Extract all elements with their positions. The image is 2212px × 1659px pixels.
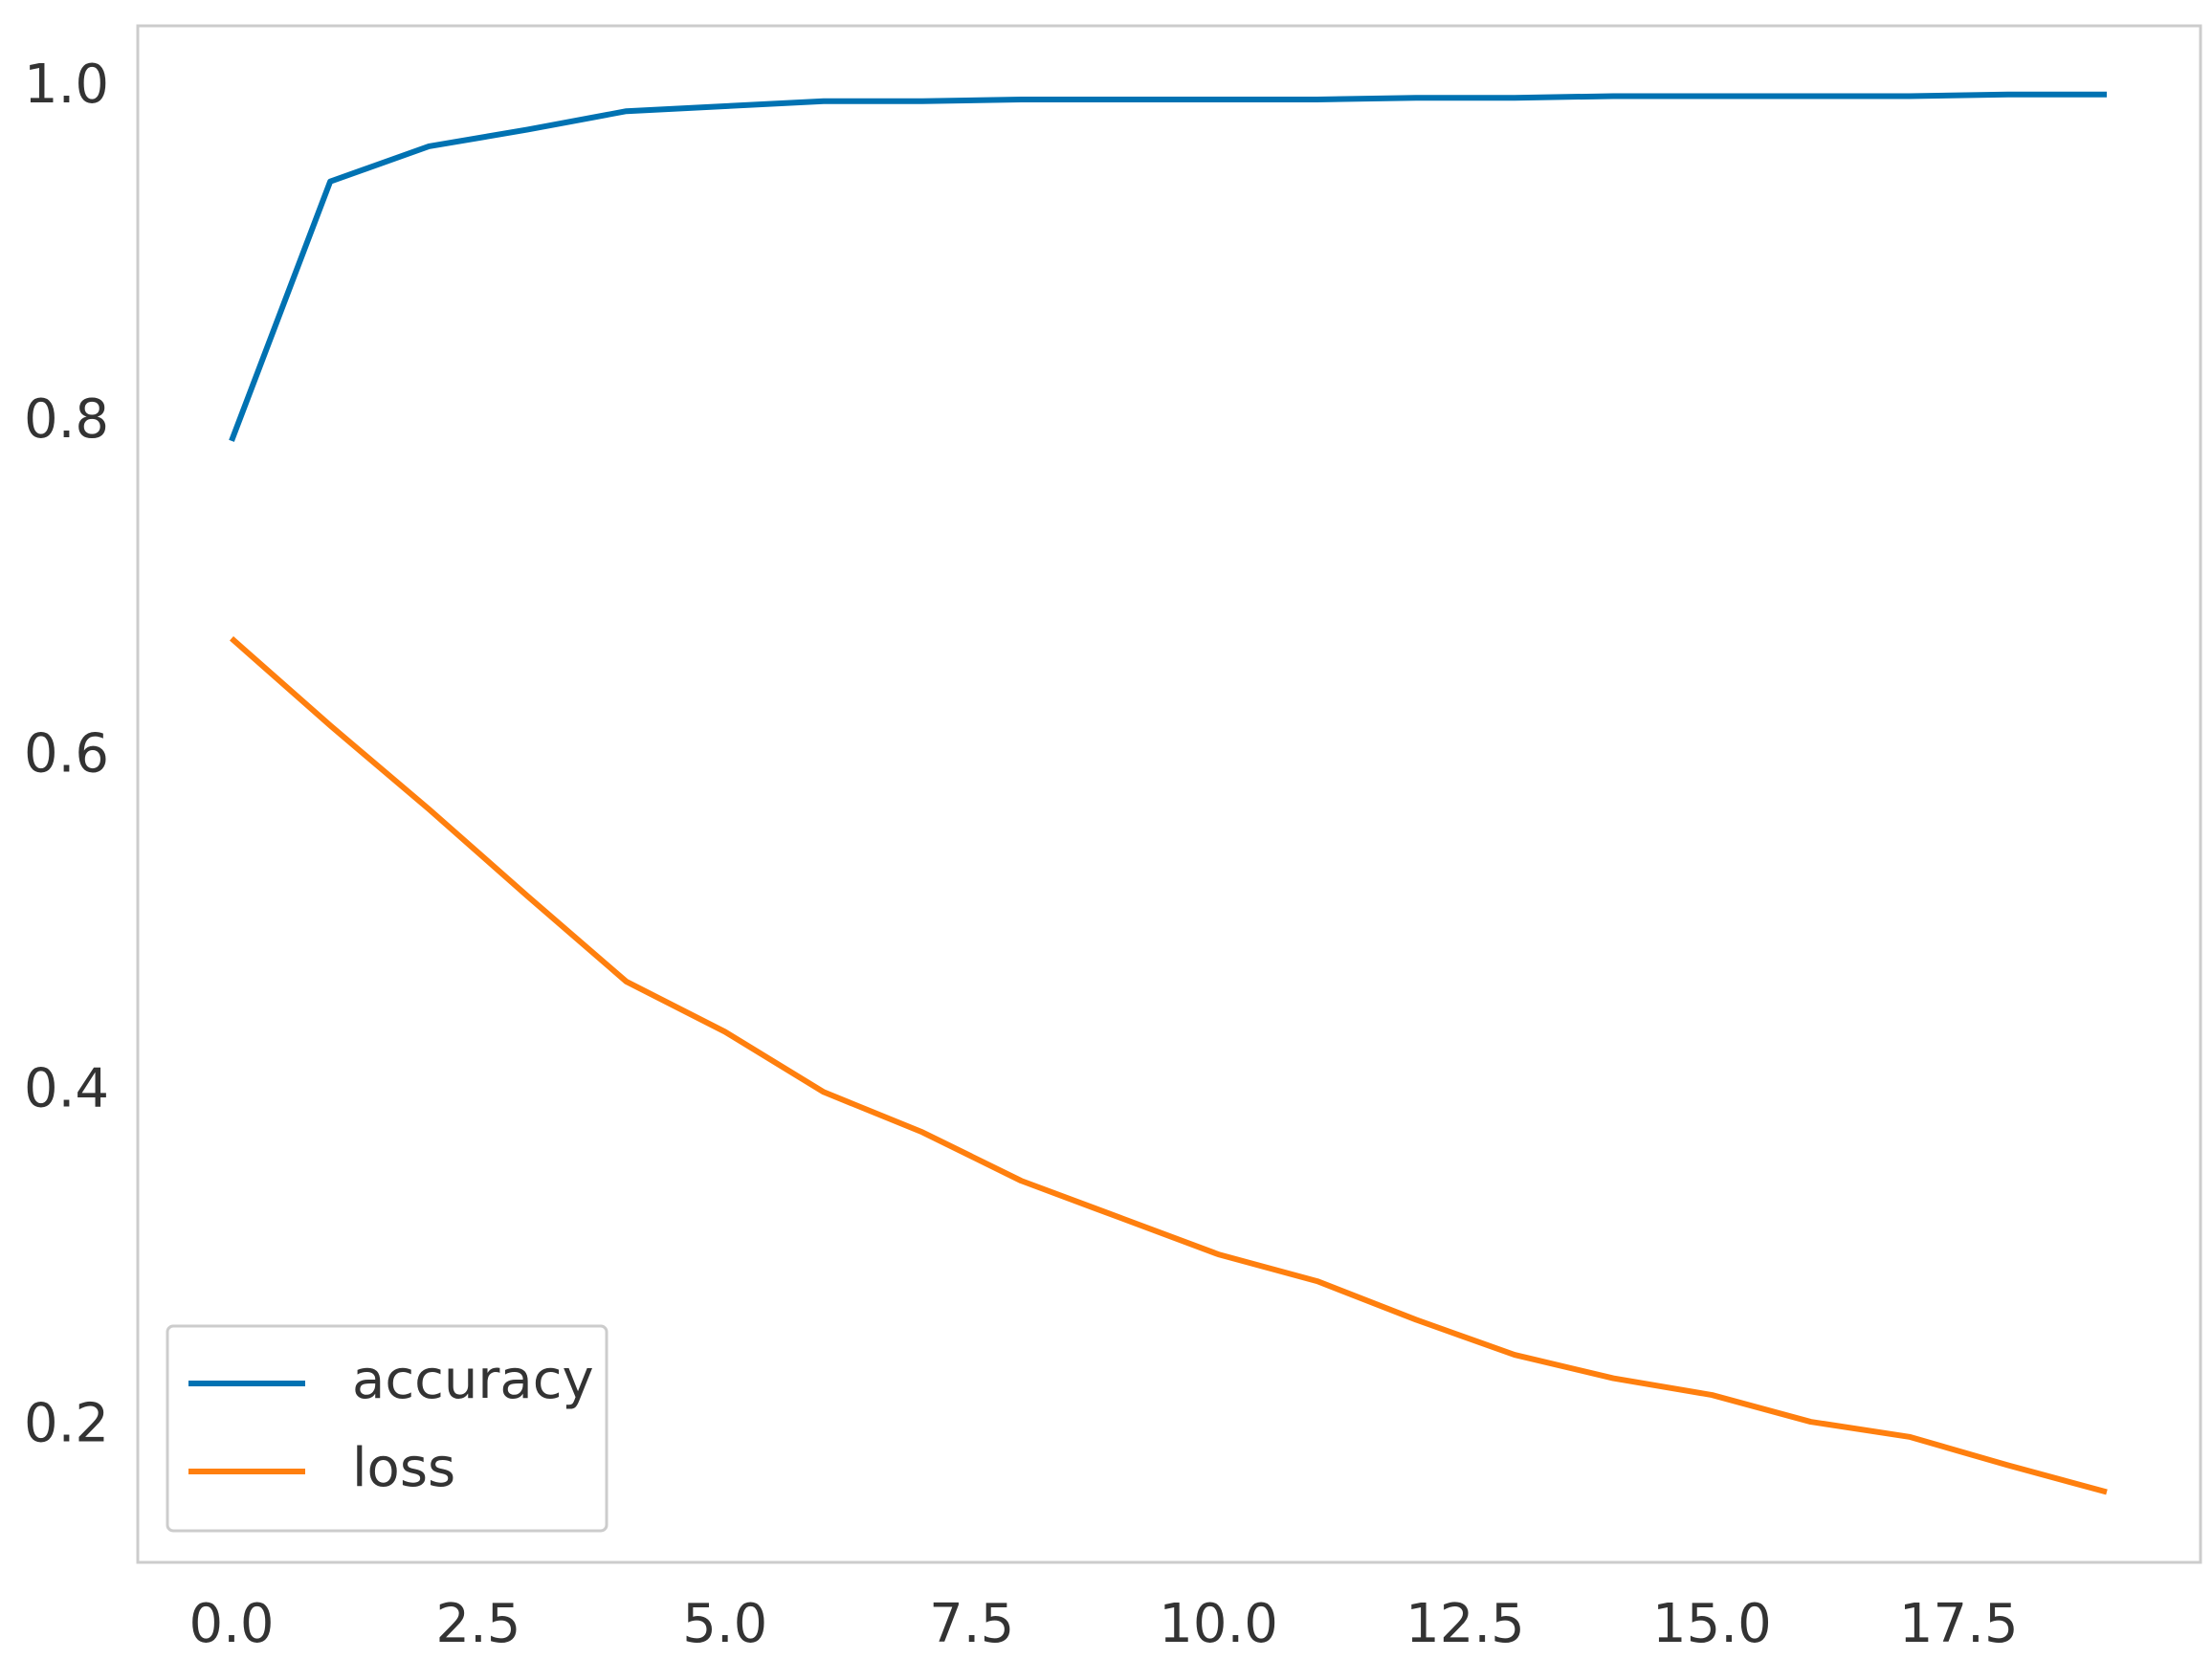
x-tick-label: 17.5 [1899, 1593, 2019, 1655]
legend-box [166, 1324, 608, 1533]
line-accuracy [229, 91, 2107, 442]
y-tick-label: 0.8 [24, 388, 109, 451]
x-tick-label: 10.0 [1159, 1593, 1278, 1655]
x-tick-label: 5.0 [682, 1593, 767, 1655]
plot-frame [136, 24, 2202, 1564]
x-tick-label: 7.5 [929, 1593, 1014, 1655]
y-tick-label: 0.4 [24, 1058, 109, 1120]
line-loss [230, 636, 2108, 1495]
y-tick-label: 0.6 [24, 723, 109, 785]
legend-label: loss [352, 1437, 455, 1499]
x-tick-label: 15.0 [1652, 1593, 1772, 1655]
x-tick-label: 12.5 [1405, 1593, 1525, 1655]
x-tick-label: 0.0 [188, 1593, 274, 1655]
x-tick-label: 2.5 [435, 1593, 520, 1655]
y-tick-label: 1.0 [24, 54, 109, 116]
legend-label: accuracy [352, 1349, 594, 1411]
y-tick-label: 0.2 [24, 1392, 109, 1454]
